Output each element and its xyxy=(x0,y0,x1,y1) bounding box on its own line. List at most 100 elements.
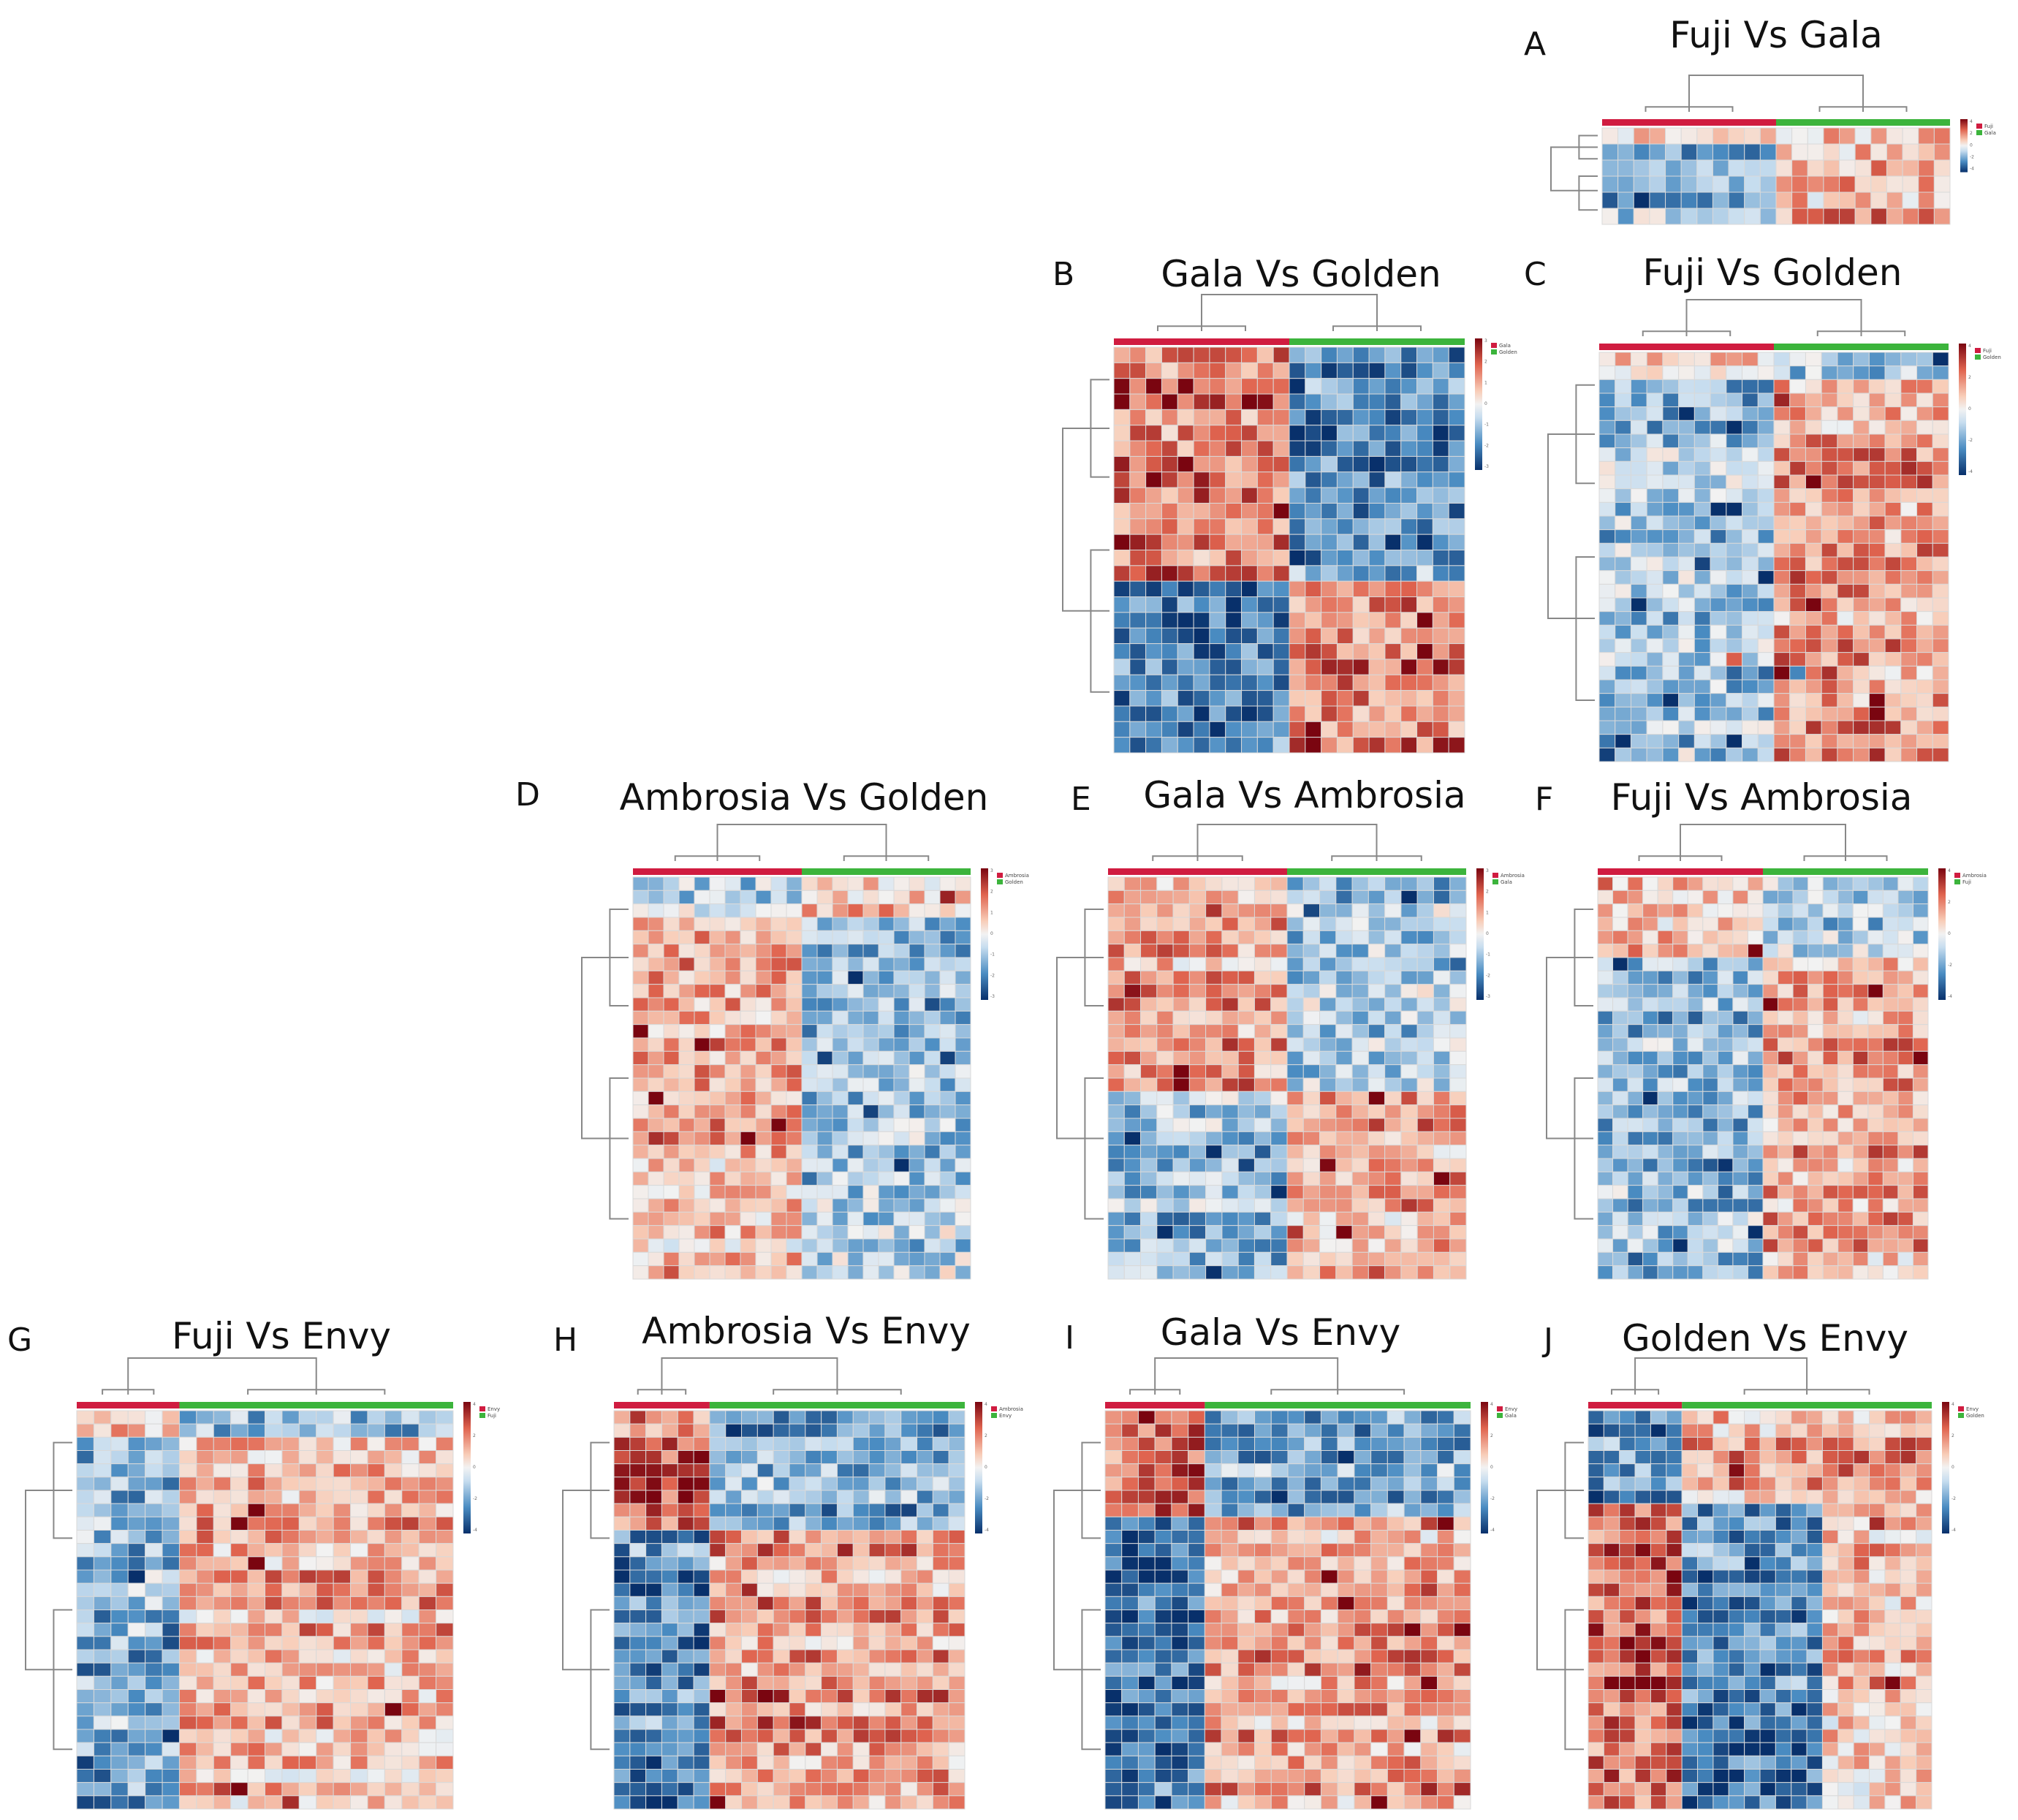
panel-g-cell xyxy=(110,1476,129,1491)
panel-f-cell xyxy=(1778,1158,1794,1172)
panel-c-cell xyxy=(1773,734,1791,748)
panel-e-cell xyxy=(1319,1158,1337,1172)
panel-c-cell xyxy=(1884,393,1902,408)
panel-h-cell xyxy=(868,1715,886,1730)
panel-b-cell xyxy=(1241,643,1258,660)
panel-d-cell xyxy=(632,1225,649,1240)
panel-b-cell xyxy=(1384,409,1402,426)
panel-b-cell xyxy=(1113,705,1131,722)
panel-g-cell xyxy=(281,1543,300,1558)
panel-c-cell xyxy=(1932,624,1949,640)
panel-e-cell xyxy=(1400,917,1418,931)
panel-b-cell xyxy=(1145,471,1162,488)
panel-g-cell xyxy=(247,1436,265,1451)
panel-h-cell xyxy=(836,1490,854,1504)
panel-g-cell xyxy=(178,1569,197,1584)
panel-h-cell xyxy=(917,1702,933,1717)
panel-c-cell xyxy=(1916,706,1933,721)
panel-a-cell xyxy=(1696,175,1713,193)
panel-g-cell xyxy=(213,1755,232,1770)
panel-e-cell xyxy=(1400,1158,1418,1172)
panel-c-cell xyxy=(1868,611,1886,626)
panel-i-cell xyxy=(1237,1436,1256,1451)
panel-b-cell xyxy=(1161,565,1178,582)
panel-g-cell xyxy=(127,1463,146,1478)
panel-b-cell xyxy=(1416,705,1433,722)
panel-f-cell xyxy=(1808,1265,1824,1280)
panel-b-cell xyxy=(1368,690,1386,707)
panel-e-cell xyxy=(1400,957,1418,971)
panel-h-cell xyxy=(661,1636,678,1650)
panel-g-cell xyxy=(178,1782,197,1797)
panel-g-cell xyxy=(213,1569,232,1584)
panel-g-cell xyxy=(350,1556,368,1571)
panel-e-cell xyxy=(1237,1158,1255,1172)
panel-e-cell xyxy=(1156,1064,1174,1079)
panel-d-group-label: Golden xyxy=(1005,879,1023,885)
panel-c-cell xyxy=(1678,556,1695,572)
panel-c-cell xyxy=(1773,706,1791,721)
panel-g-cell xyxy=(281,1556,300,1571)
panel-b-cell xyxy=(1241,378,1258,395)
panel-d-cell xyxy=(786,1024,803,1039)
panel-g-cell xyxy=(162,1410,180,1425)
panel-e-cell xyxy=(1221,1104,1239,1119)
panel-b-cell xyxy=(1225,425,1243,441)
panel-e-cell xyxy=(1107,997,1125,1012)
panel-d-cell xyxy=(632,903,649,918)
panel-d-cell xyxy=(862,1050,879,1066)
panel-e-cell xyxy=(1384,1145,1402,1159)
panel-d-cell xyxy=(955,1265,971,1280)
panel-f-cell xyxy=(1642,1024,1658,1039)
panel-b-cell xyxy=(1272,487,1290,504)
panel-e-cell xyxy=(1156,903,1174,918)
panel-g-cell xyxy=(384,1675,403,1691)
panel-f-cell xyxy=(1897,890,1913,905)
panel-h-cell xyxy=(900,1782,918,1797)
panel-b-cell xyxy=(1113,690,1131,707)
panel-c-cell xyxy=(1710,420,1727,435)
panel-f-cell xyxy=(1732,876,1748,891)
panel-h-cell xyxy=(773,1662,790,1677)
panel-e-cell xyxy=(1416,1238,1434,1253)
panel-f-cell xyxy=(1732,1145,1748,1159)
panel-h-cell xyxy=(677,1410,694,1425)
panel-h-cell xyxy=(677,1450,694,1465)
panel-g-cell xyxy=(93,1490,112,1504)
panel-h-cell xyxy=(836,1795,854,1810)
panel-f-cell xyxy=(1642,917,1658,931)
panel-e-cell xyxy=(1433,970,1451,985)
panel-b-cell xyxy=(1161,596,1178,613)
panel-h-cell xyxy=(741,1795,758,1810)
panel-f-cell xyxy=(1762,1211,1779,1226)
panel-d-cell xyxy=(893,1251,910,1267)
panel-f-cell xyxy=(1612,1064,1628,1079)
panel-b-cell xyxy=(1177,659,1194,675)
panel-c-cell xyxy=(1884,352,1902,367)
panel-f-cell xyxy=(1778,903,1794,918)
panel-h-cell xyxy=(677,1715,694,1730)
panel-b-cell xyxy=(1129,425,1147,441)
panel-d-cell xyxy=(939,890,956,905)
panel-g-cell xyxy=(265,1543,283,1558)
panel-c-cell xyxy=(1932,379,1949,394)
panel-e-cell xyxy=(1302,903,1321,918)
panel-g-cell xyxy=(127,1609,146,1624)
panel-b-cell xyxy=(1272,550,1290,566)
panel-c-cell xyxy=(1932,501,1949,517)
panel-h-cell xyxy=(821,1476,838,1491)
panel-b-cell xyxy=(1432,440,1449,457)
panel-c-cell xyxy=(1773,365,1791,380)
panel-g-cell xyxy=(265,1715,283,1730)
panel-d-cell xyxy=(709,1211,726,1226)
panel-a-cell xyxy=(1744,192,1761,209)
panel-f-cell xyxy=(1912,1077,1929,1092)
panel-c-cell xyxy=(1630,679,1647,694)
panel-c-cell xyxy=(1630,665,1647,680)
panel-b-cell xyxy=(1193,721,1210,738)
panel-e-cell xyxy=(1140,1171,1158,1186)
panel-d-cell xyxy=(909,970,925,985)
panel-c-cell xyxy=(1884,720,1902,735)
panel-f-cell xyxy=(1747,890,1764,905)
panel-b-cell xyxy=(1225,471,1243,488)
